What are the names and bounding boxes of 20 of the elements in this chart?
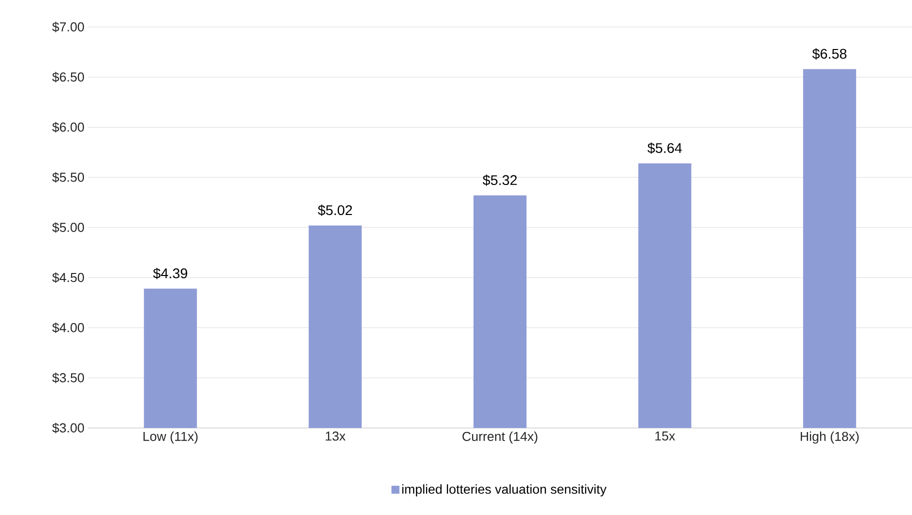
data-label: $4.39 [153,268,188,280]
x-tick-label: Low (11x) [144,432,198,444]
y-tick-label: $6.00 [52,122,84,132]
y-tick-label: $4.00 [52,322,84,333]
x-tick-label: High (18x) [800,432,859,444]
y-tick-label: $3.50 [52,372,84,384]
legend-label: implied lotteries valuation sensitivity [402,484,606,496]
data-label: $6.58 [812,48,846,60]
x-tick-label: 15x [655,432,676,441]
x-tick-label: 13x [326,432,346,441]
data-label: $5.02 [318,204,352,216]
data-label: $5.32 [482,174,517,186]
y-tick-label: $4.50 [52,272,84,283]
data-label: $5.64 [648,142,682,154]
y-tick-label: $6.50 [52,72,84,82]
y-tick-label: $3.00 [52,422,84,434]
x-tick-label: Current (14x) [462,432,538,444]
y-tick-label: $5.50 [52,172,84,183]
y-tick-label: $7.00 [52,22,84,32]
y-tick-label: $5.00 [52,222,84,233]
